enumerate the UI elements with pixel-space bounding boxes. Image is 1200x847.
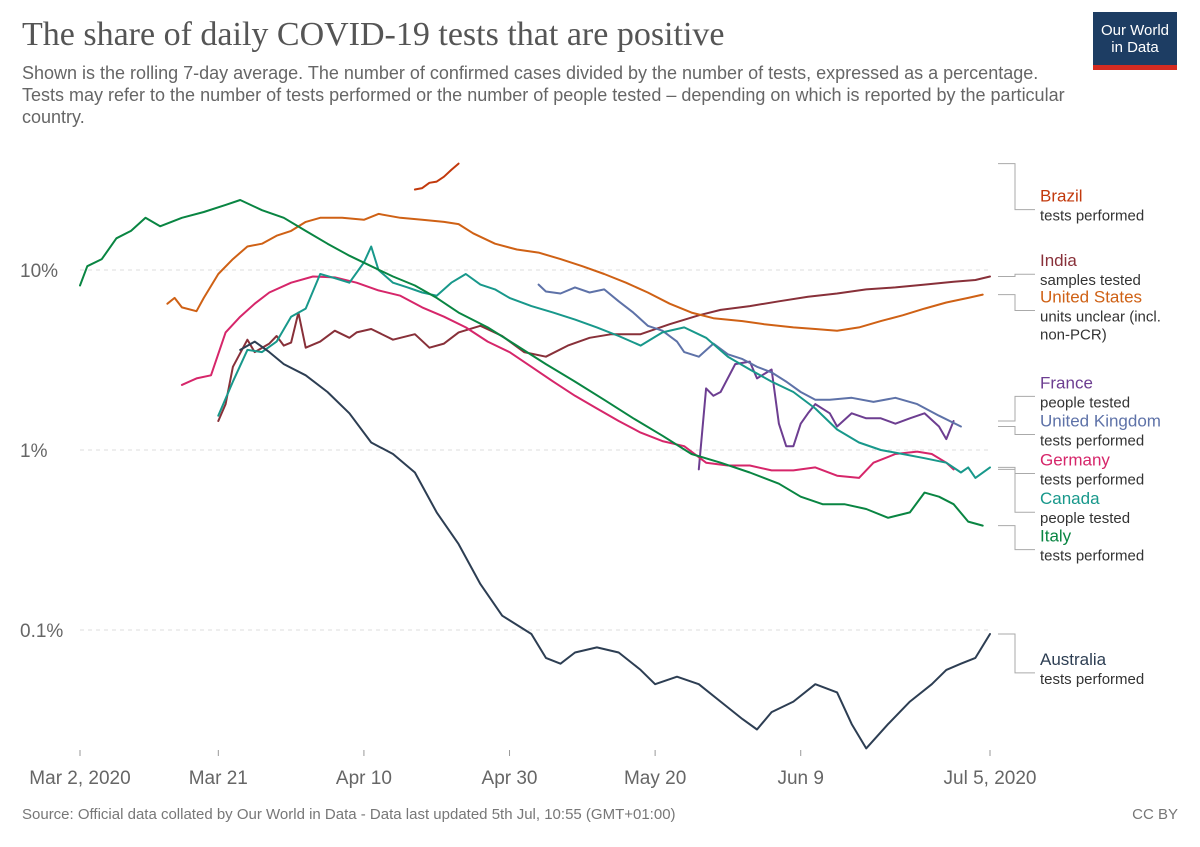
series-note-italy: tests performed	[1040, 548, 1144, 565]
logo-text-line-2: in Data	[1111, 39, 1159, 56]
label-connector-france	[998, 395, 1035, 422]
logo-text-line-1: Our World	[1100, 22, 1170, 39]
chart-title: The share of daily COVID-19 tests that a…	[22, 16, 725, 53]
series-note-germany: tests performed	[1040, 472, 1144, 489]
label-connector-united-states	[998, 294, 1035, 311]
series-line-australia[interactable]	[239, 340, 991, 750]
label-connector-italy	[998, 525, 1035, 551]
y-tick-label: 1%	[20, 441, 48, 462]
label-connector-germany	[998, 468, 1035, 474]
label-connector-united-kingdom	[998, 426, 1035, 435]
logo-accent-bar	[1093, 65, 1177, 70]
series-label-india[interactable]: India	[1040, 251, 1077, 270]
x-tick-label: Mar 21	[189, 768, 248, 789]
series-note-brazil: tests performed	[1040, 208, 1144, 225]
series-note-france: people tested	[1040, 394, 1130, 411]
series-label-australia[interactable]: Australia	[1040, 650, 1107, 669]
series-note-united-states: units unclear (incl.	[1040, 308, 1161, 325]
series-label-united-kingdom[interactable]: United Kingdom	[1040, 412, 1161, 431]
owid-logo[interactable]: Our World in Data	[1093, 12, 1177, 70]
series-label-canada[interactable]: Canada	[1040, 489, 1100, 508]
series-note-united-states: non-PCR)	[1040, 326, 1107, 343]
label-connector-canada	[998, 466, 1035, 513]
series-line-united-states[interactable]	[166, 212, 984, 332]
x-tick-label: Mar 2, 2020	[29, 768, 130, 789]
chart-subtitle: Shown is the rolling 7-day average. The …	[22, 63, 1065, 127]
series-label-france[interactable]: France	[1040, 373, 1093, 392]
x-tick-label: Apr 30	[482, 768, 538, 789]
series-line-united-kingdom[interactable]	[537, 283, 962, 428]
series-line-brazil[interactable]	[413, 162, 460, 191]
series-lines	[79, 162, 991, 750]
series-line-italy[interactable]	[79, 199, 984, 527]
license-link[interactable]: CC BY	[1132, 806, 1178, 823]
series-line-canada[interactable]	[217, 245, 991, 479]
series-note-canada: people tested	[1040, 510, 1130, 527]
series-labels: Brazil tests performed India samples tested…	[998, 163, 1161, 688]
line-chart: Mar 2, 2020 Mar 21 Apr 10 Apr 30 May 20 Jun 9…	[20, 162, 1161, 789]
source-note: Source: Official data collated by Our Wo…	[22, 806, 676, 823]
series-note-united-kingdom: tests performed	[1040, 433, 1144, 450]
x-tick-label: Jul 5, 2020	[944, 768, 1037, 789]
x-axis: Mar 2, 2020 Mar 21 Apr 10 Apr 30 May 20 Jun 9…	[29, 750, 1036, 789]
series-line-france[interactable]	[697, 360, 955, 471]
x-tick-label: Apr 10	[336, 768, 392, 789]
series-label-brazil[interactable]: Brazil	[1040, 187, 1083, 206]
y-axis: 0.1% 1% 10%	[20, 261, 63, 642]
x-tick-label: Jun 9	[777, 768, 823, 789]
series-note-india: samples tested	[1040, 272, 1141, 289]
gridlines	[80, 269, 990, 631]
label-connector-australia	[998, 633, 1035, 674]
series-label-germany[interactable]: Germany	[1040, 451, 1110, 470]
label-connector-india	[998, 273, 1035, 277]
series-label-united-states[interactable]: United States	[1040, 287, 1142, 306]
series-line-germany[interactable]	[180, 275, 955, 479]
x-tick-label: May 20	[624, 768, 686, 789]
y-tick-label: 10%	[20, 261, 58, 282]
series-note-australia: tests performed	[1040, 671, 1144, 688]
label-connector-brazil	[998, 163, 1035, 211]
y-tick-label: 0.1%	[20, 621, 63, 642]
series-label-italy[interactable]: Italy	[1040, 527, 1072, 546]
